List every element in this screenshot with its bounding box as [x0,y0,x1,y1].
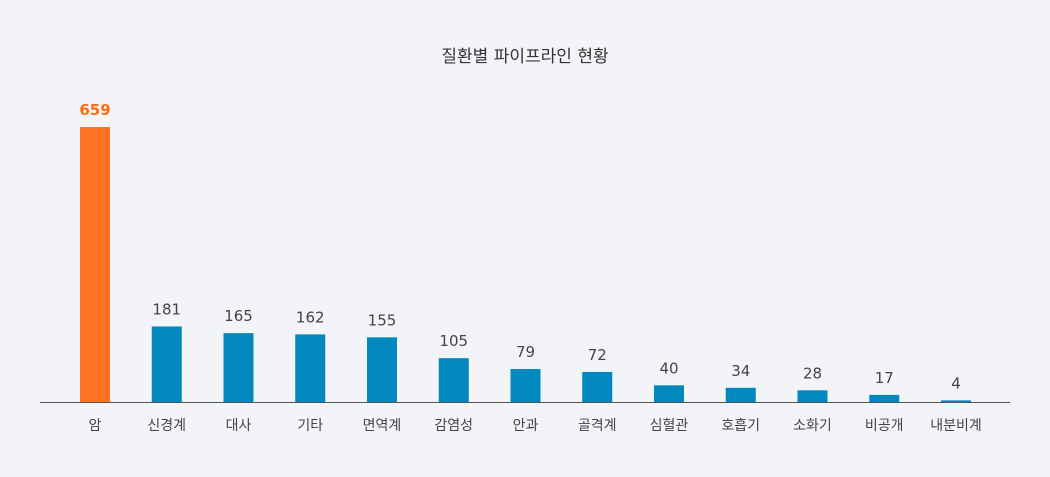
category-label-4: 기타 [297,418,323,434]
category-label-11: 소화기 [793,418,832,434]
bar-2 [151,326,182,402]
category-label-13: 내분비계 [930,418,982,434]
category-label-6: 감염성 [434,418,473,434]
category-label-2: 신경계 [147,418,186,434]
category-label-9: 심혈관 [650,418,689,434]
data-label-13: 4 [951,374,961,392]
category-label-1: 암 [89,418,102,434]
bar-10 [725,387,756,402]
category-label-10: 호흡기 [721,418,760,434]
data-label-10: 34 [731,362,750,380]
bar-8 [582,371,613,402]
bar-11 [797,390,828,402]
category-label-3: 대사 [226,418,252,434]
data-label-12: 17 [875,369,894,387]
data-label-4: 162 [296,308,325,326]
data-label-6: 105 [439,332,468,350]
bar-4 [295,334,326,402]
bar-5 [367,337,397,402]
data-label-7: 79 [516,343,535,361]
bar-7 [510,369,541,402]
bar-9 [654,385,684,402]
bar-13 [941,400,971,402]
bar-12 [869,394,900,402]
data-label-2: 181 [152,300,181,318]
data-label-1: 659 [79,101,110,119]
data-label-3: 165 [224,307,253,325]
category-label-8: 골격계 [578,418,617,434]
bar-1 [80,127,110,402]
chart-title: 질환별 파이프라인 현황 [441,47,609,67]
bar-3 [223,333,254,402]
category-label-5: 면역계 [363,418,402,434]
data-label-11: 28 [803,364,822,382]
data-label-9: 40 [659,359,678,377]
category-label-7: 안과 [513,418,539,434]
data-label-8: 72 [588,346,607,364]
data-label-5: 155 [368,311,397,329]
category-label-12: 비공개 [865,418,904,434]
bar-6 [438,358,469,402]
